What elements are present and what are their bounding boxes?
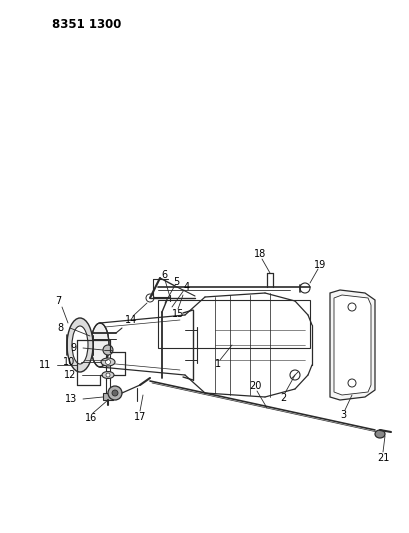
Text: 11: 11 <box>39 360 51 370</box>
Text: 15: 15 <box>171 309 184 319</box>
Text: 16: 16 <box>85 413 97 423</box>
Text: 20: 20 <box>248 381 261 391</box>
Text: 14: 14 <box>125 315 137 325</box>
Text: 17: 17 <box>133 412 146 422</box>
Ellipse shape <box>374 430 384 438</box>
Text: 12: 12 <box>63 370 76 380</box>
Ellipse shape <box>67 318 93 372</box>
Text: 18: 18 <box>253 249 265 259</box>
Ellipse shape <box>101 358 115 366</box>
Polygon shape <box>333 295 370 395</box>
Text: 19: 19 <box>313 260 325 270</box>
Text: 8: 8 <box>58 323 64 333</box>
Ellipse shape <box>105 359 110 365</box>
Ellipse shape <box>91 323 109 367</box>
Text: 7: 7 <box>55 296 61 306</box>
Bar <box>103 393 113 400</box>
Text: 6: 6 <box>161 270 166 280</box>
Ellipse shape <box>72 326 88 364</box>
Polygon shape <box>329 290 374 400</box>
Ellipse shape <box>106 373 110 377</box>
Text: 10: 10 <box>63 357 75 367</box>
Bar <box>157 300 309 348</box>
Text: 4: 4 <box>184 282 190 292</box>
Text: 9: 9 <box>71 343 77 353</box>
Text: 3: 3 <box>339 410 345 420</box>
Text: 21: 21 <box>376 453 388 463</box>
Ellipse shape <box>108 386 122 400</box>
Text: 1: 1 <box>214 359 220 369</box>
Text: 2: 2 <box>279 393 285 403</box>
Ellipse shape <box>103 345 113 355</box>
Ellipse shape <box>112 390 118 396</box>
Text: 13: 13 <box>65 394 77 404</box>
Ellipse shape <box>102 372 114 378</box>
Text: 8351 1300: 8351 1300 <box>52 18 121 31</box>
Text: 5: 5 <box>173 277 179 287</box>
